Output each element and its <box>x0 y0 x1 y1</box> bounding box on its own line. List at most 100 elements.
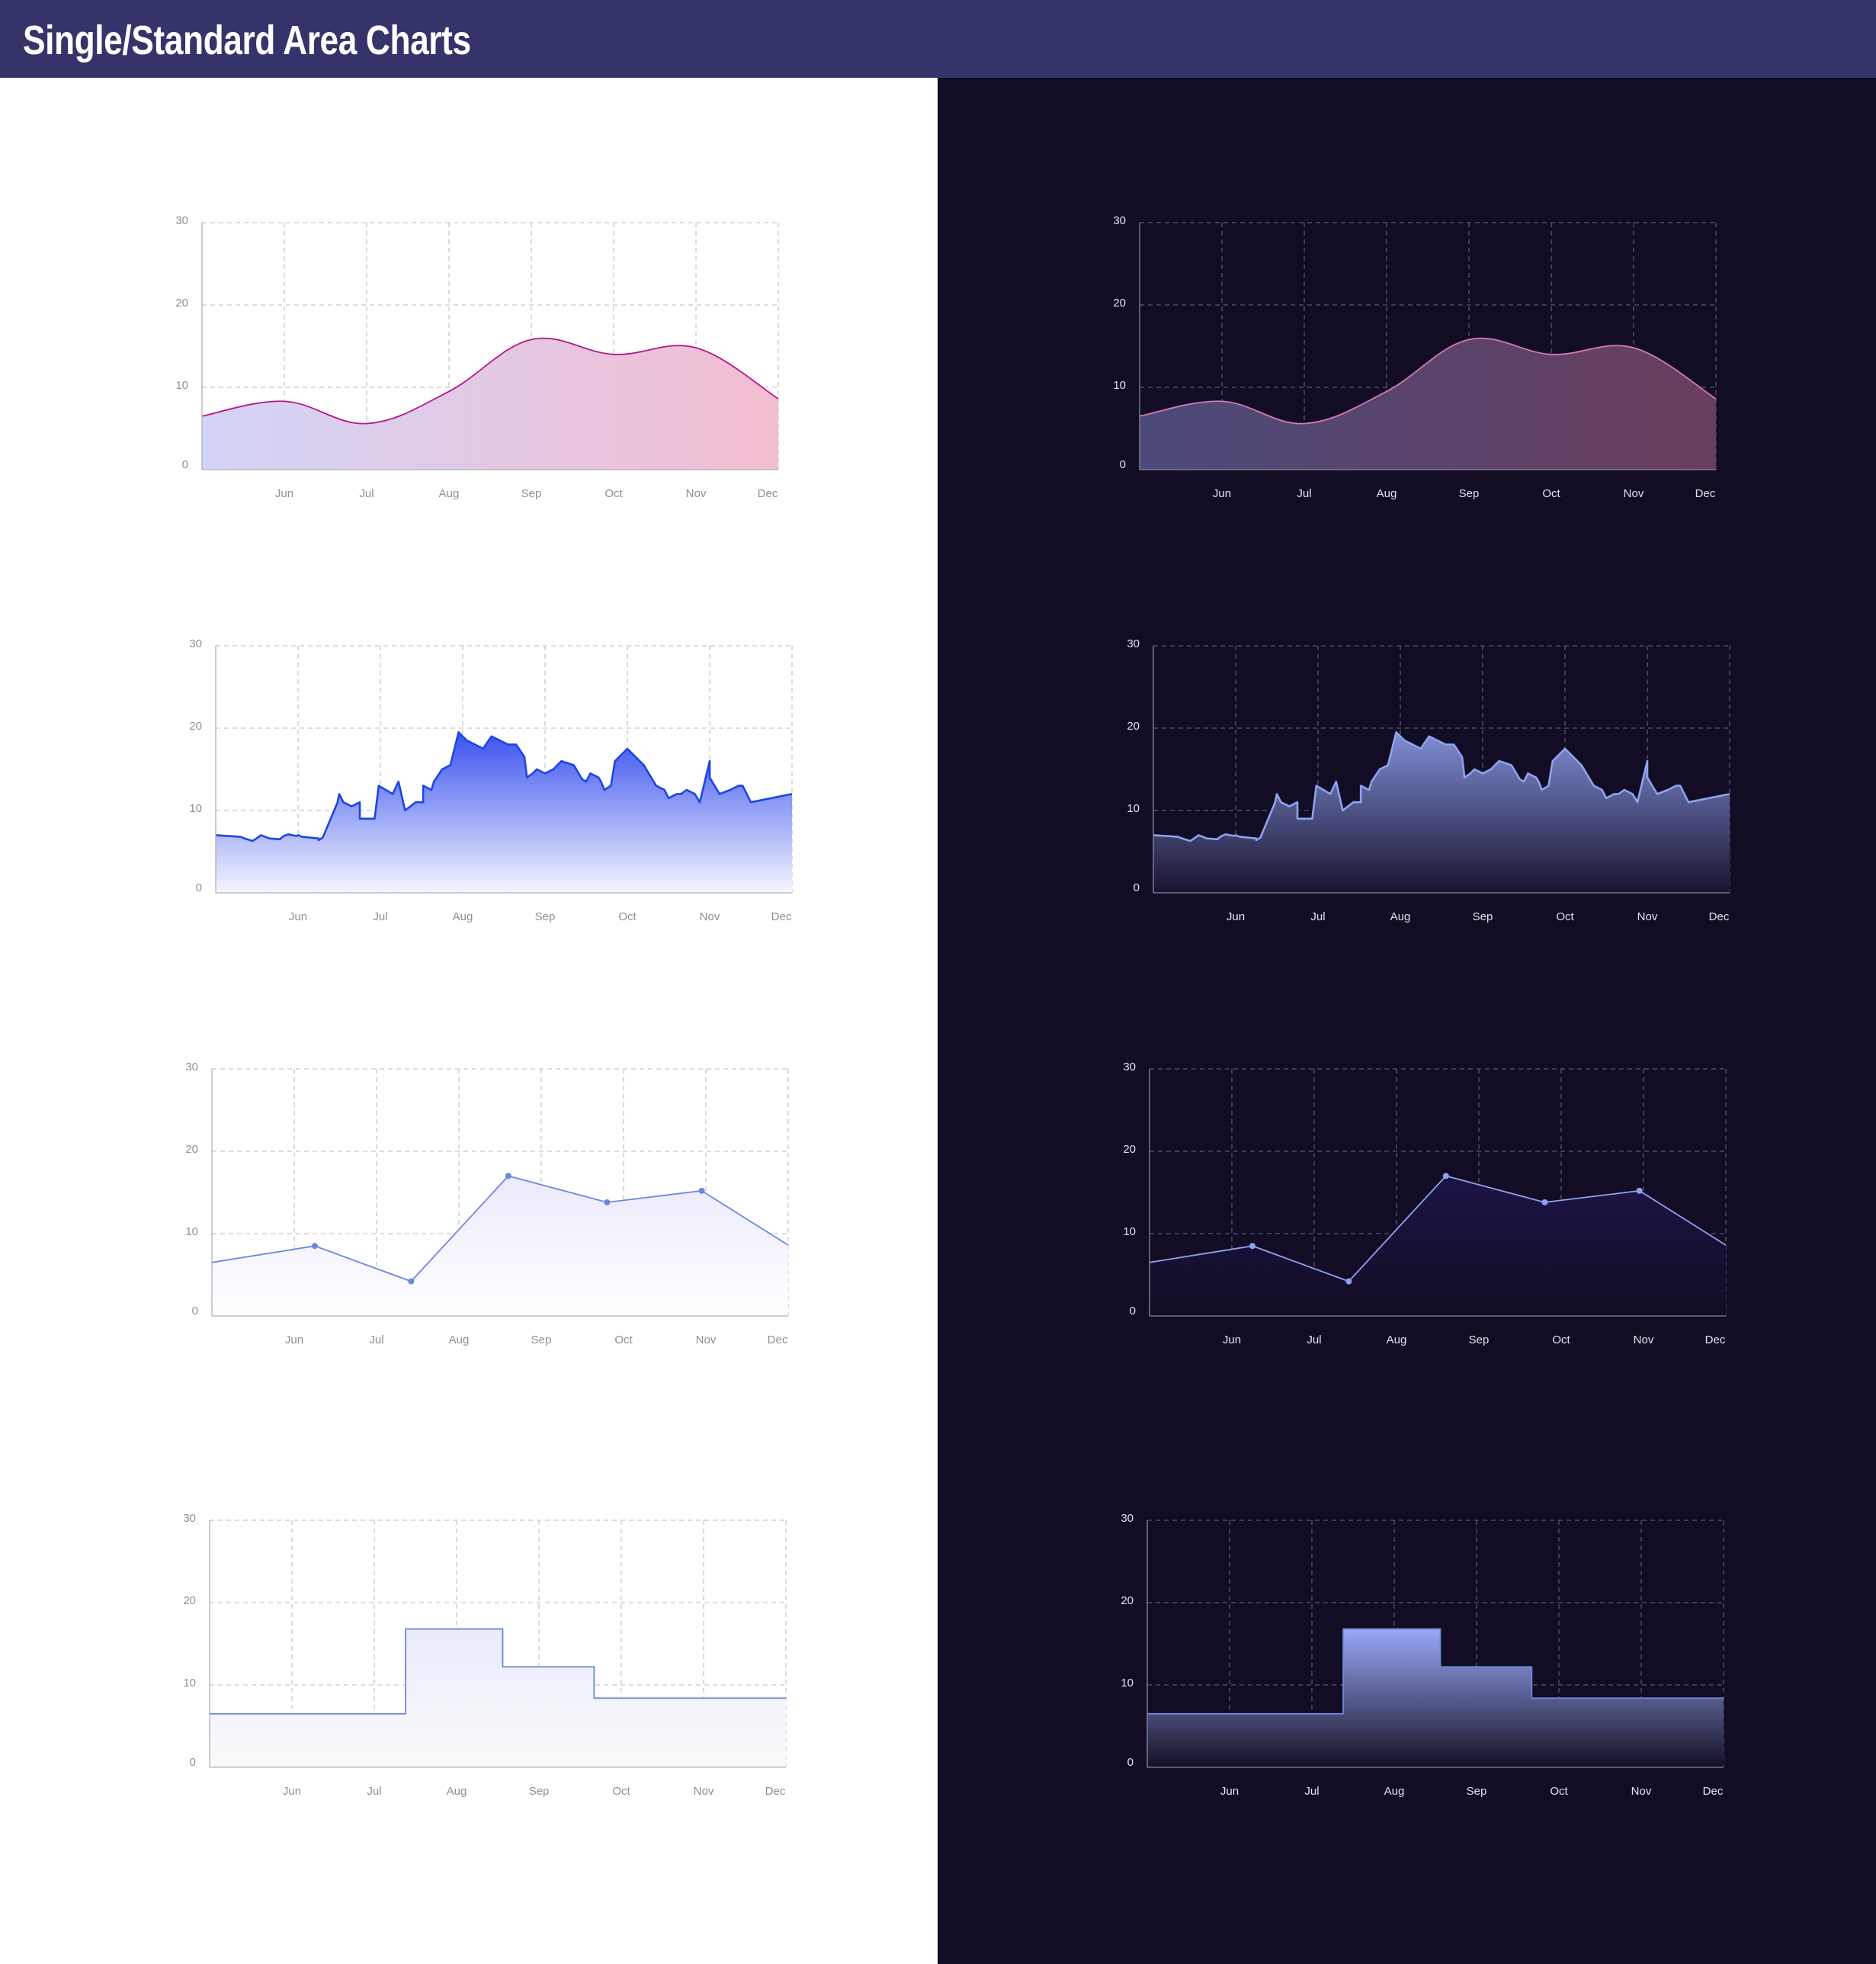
x-tick-label-jul: Jul <box>369 1333 383 1346</box>
x-tick-label-jul: Jul <box>367 1785 381 1798</box>
data-point-1 <box>312 1243 318 1250</box>
x-tick-label-dec: Dec <box>1695 487 1716 500</box>
x-tick-label-oct: Oct <box>1542 487 1560 500</box>
y-tick-label-30: 30 <box>189 637 202 650</box>
x-tick-label-jun: Jun <box>1223 1333 1241 1346</box>
smooth-area-chart-light: 0 10 20 30 Jun Jul Aug Sep Oct Nov Dec <box>175 214 779 500</box>
x-tick-label-sep: Sep <box>1467 1785 1487 1798</box>
y-tick-label-30: 30 <box>1121 1512 1134 1525</box>
x-tick-label-sep: Sep <box>531 1333 552 1346</box>
x-tick-label-aug: Aug <box>1384 1785 1405 1798</box>
y-tick-label-30: 30 <box>1127 637 1140 650</box>
data-point-5 <box>698 1187 705 1194</box>
y-tick-label-0: 0 <box>1120 458 1126 471</box>
x-tick-label-dec: Dec <box>768 1333 788 1346</box>
x-tick-label-sep: Sep <box>1469 1333 1490 1346</box>
x-tick-label-jun: Jun <box>1227 910 1245 923</box>
y-tick-label-30: 30 <box>183 1512 196 1525</box>
data-point-5 <box>1636 1187 1643 1194</box>
x-tick-label-jun: Jun <box>283 1785 301 1798</box>
y-tick-label-10: 10 <box>175 379 188 392</box>
x-tick-label-aug: Aug <box>447 1785 467 1798</box>
step-area-chart-dark: 0 10 20 30 Jun Jul Aug Sep Oct Nov Dec <box>1121 1512 1724 1798</box>
y-tick-label-0: 0 <box>190 1756 196 1769</box>
x-tick-label-nov: Nov <box>1637 910 1658 923</box>
x-tick-label-dec: Dec <box>765 1785 786 1798</box>
x-tick-label-jun: Jun <box>275 487 293 500</box>
x-tick-label-oct: Oct <box>1550 1785 1568 1798</box>
x-tick-label-oct: Oct <box>618 910 637 923</box>
y-tick-label-0: 0 <box>1127 1756 1134 1769</box>
y-tick-label-10: 10 <box>1123 1225 1136 1238</box>
y-tick-label-20: 20 <box>1121 1594 1134 1607</box>
y-tick-label-10: 10 <box>1127 802 1140 815</box>
x-tick-label-jun: Jun <box>289 910 307 923</box>
x-tick-label-oct: Oct <box>1556 910 1574 923</box>
y-tick-label-10: 10 <box>1121 1677 1134 1690</box>
y-tick-label-20: 20 <box>185 1143 198 1156</box>
x-tick-label-jul: Jul <box>1307 1333 1321 1346</box>
x-tick-label-oct: Oct <box>604 487 623 500</box>
x-tick-label-oct: Oct <box>612 1785 630 1798</box>
page-header: Single/Standard Area Charts <box>0 0 1876 79</box>
x-tick-label-jun: Jun <box>285 1333 303 1346</box>
series-line <box>1153 731 1730 842</box>
x-tick-label-jul: Jul <box>359 487 374 500</box>
x-tick-label-jul: Jul <box>373 910 387 923</box>
data-point-1 <box>1249 1243 1255 1250</box>
y-tick-label-30: 30 <box>1113 214 1126 227</box>
y-tick-label-10: 10 <box>183 1677 196 1690</box>
y-tick-label-10: 10 <box>185 1225 198 1238</box>
y-tick-label-20: 20 <box>1127 720 1140 733</box>
jagged-area-chart-dark: 0 10 20 30 Jun Jul Aug Sep Oct Nov Dec <box>1127 637 1730 923</box>
x-tick-label-aug: Aug <box>1387 1333 1407 1346</box>
y-tick-label-10: 10 <box>189 802 202 815</box>
data-point-4 <box>604 1199 611 1205</box>
y-tick-label-30: 30 <box>175 214 188 227</box>
x-tick-label-nov: Nov <box>686 487 707 500</box>
x-tick-label-jul: Jul <box>1297 487 1311 500</box>
data-point-3 <box>1442 1173 1449 1179</box>
x-tick-label-nov: Nov <box>1634 1333 1654 1346</box>
area-fill <box>1150 1176 1726 1316</box>
area-fill <box>210 1629 786 1767</box>
x-tick-label-aug: Aug <box>439 487 460 500</box>
x-tick-label-jul: Jul <box>1310 910 1325 923</box>
y-tick-label-0: 0 <box>1134 881 1140 894</box>
series-line <box>215 731 793 842</box>
x-tick-label-aug: Aug <box>449 1333 470 1346</box>
y-tick-label-20: 20 <box>1123 1143 1136 1156</box>
step-area-chart-light: 0 10 20 30 Jun Jul Aug Sep Oct Nov Dec <box>183 1512 787 1798</box>
x-tick-label-nov: Nov <box>700 910 720 923</box>
area-fill <box>1140 338 1716 470</box>
series-line <box>1147 1628 1724 1715</box>
y-tick-label-20: 20 <box>1113 297 1126 310</box>
y-tick-label-20: 20 <box>175 297 188 310</box>
y-tick-label-10: 10 <box>1113 379 1126 392</box>
x-tick-label-aug: Aug <box>1390 910 1411 923</box>
data-point-2 <box>408 1278 415 1285</box>
x-tick-label-sep: Sep <box>535 910 556 923</box>
x-tick-label-jun: Jun <box>1213 487 1231 500</box>
y-tick-label-0: 0 <box>182 458 188 471</box>
x-tick-label-jul: Jul <box>1304 1785 1319 1798</box>
x-tick-label-nov: Nov <box>696 1333 717 1346</box>
x-tick-label-aug: Aug <box>453 910 473 923</box>
y-tick-label-20: 20 <box>183 1594 196 1607</box>
y-tick-label-20: 20 <box>189 720 202 733</box>
series-line <box>201 337 779 425</box>
area-fill <box>1147 1629 1724 1767</box>
jagged-area-chart-light: 0 10 20 30 Jun Jul Aug Sep Oct Nov Dec <box>189 637 793 923</box>
data-point-3 <box>505 1173 511 1179</box>
x-tick-label-dec: Dec <box>771 910 792 923</box>
point-area-chart-dark: 0 10 20 30 Jun Jul Aug Sep Oct Nov Dec <box>1123 1061 1727 1346</box>
x-tick-label-sep: Sep <box>1459 487 1480 500</box>
x-tick-label-sep: Sep <box>1473 910 1493 923</box>
x-tick-label-sep: Sep <box>529 1785 550 1798</box>
x-tick-label-oct: Oct <box>1552 1333 1570 1346</box>
x-tick-label-nov: Nov <box>1624 487 1644 500</box>
data-point-4 <box>1541 1199 1548 1205</box>
x-tick-label-dec: Dec <box>758 487 778 500</box>
page-title: Single/Standard Area Charts <box>23 18 471 63</box>
area-fill <box>216 732 792 893</box>
